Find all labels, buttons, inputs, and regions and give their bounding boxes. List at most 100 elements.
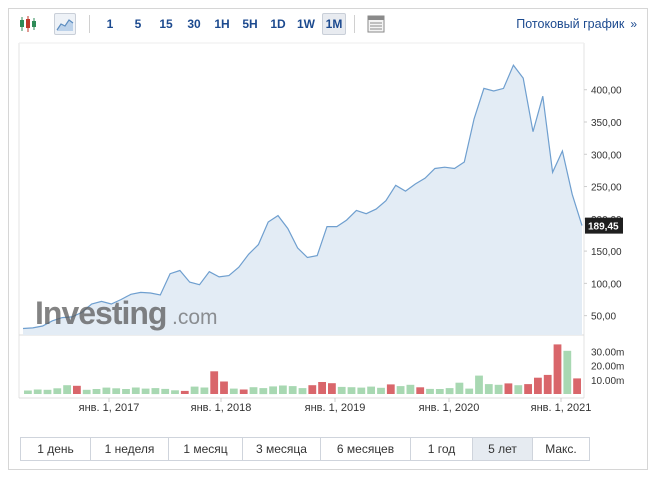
- y-tick-label: 400,00: [591, 86, 622, 97]
- volume-bar: [426, 388, 434, 394]
- range-1-day[interactable]: 1 день: [21, 438, 91, 460]
- interval-1d[interactable]: 1D: [270, 17, 286, 31]
- range-1-year[interactable]: 1 год: [411, 438, 473, 460]
- volume-bar: [357, 387, 366, 394]
- y-tick-label: 150,00: [591, 247, 622, 258]
- interval-1h[interactable]: 1H: [214, 17, 230, 31]
- volume-bar: [563, 350, 572, 394]
- volume-bar: [396, 386, 405, 394]
- volume-bar: [269, 386, 277, 395]
- y-tick-label: 100,00: [591, 279, 622, 290]
- volume-bar: [24, 390, 32, 394]
- price-line: [22, 64, 583, 330]
- last-price-label: 189,45: [588, 222, 619, 233]
- interval-15[interactable]: 15: [159, 17, 173, 31]
- volume-bar: [92, 389, 101, 394]
- volume-bar: [377, 387, 385, 394]
- volume-bar: [239, 389, 248, 394]
- volume-bar: [524, 384, 532, 394]
- volume-bar: [53, 388, 62, 394]
- volume-bar: [328, 383, 336, 394]
- volume-bar: [279, 385, 287, 394]
- interval-1m[interactable]: 1M: [322, 13, 346, 35]
- interval-1w[interactable]: 1W: [297, 17, 315, 31]
- x-tick-label: янв. 1, 2019: [305, 402, 366, 414]
- interval-1[interactable]: 1: [106, 17, 114, 31]
- chart-toolbar: 1 5 15 30 1H 5H 1D 1W 1M Потоковый графи…: [9, 9, 647, 39]
- volume-bar: [543, 374, 552, 394]
- x-tick-label: янв. 1, 2021: [531, 402, 592, 414]
- volume-bar: [455, 382, 464, 394]
- volume-bar: [102, 387, 111, 394]
- investing-logo-watermark: Investing: [35, 295, 166, 331]
- volume-bar: [151, 388, 160, 395]
- volume-bar: [475, 375, 483, 394]
- volume-bar: [161, 388, 170, 394]
- volume-bar: [445, 388, 454, 395]
- double-chevron-right-icon: »: [630, 17, 637, 31]
- volume-bar: [553, 344, 562, 394]
- price-chart[interactable]: 50,00100,00150,00200,00250,00300,00350,0…: [9, 9, 647, 429]
- x-tick-label: янв. 1, 2017: [79, 402, 140, 414]
- volume-bar: [43, 389, 52, 395]
- volume-bar: [367, 386, 375, 394]
- volume-bar: [494, 384, 503, 394]
- volume-bar: [131, 387, 140, 394]
- interval-5[interactable]: 5: [134, 17, 142, 31]
- y-tick-label: 250,00: [591, 183, 622, 194]
- interval-5h[interactable]: 5H: [242, 17, 258, 31]
- volume-bar: [416, 387, 425, 394]
- volume-bar: [514, 385, 523, 394]
- volume-bar: [435, 389, 444, 394]
- volume-tick-label: 20.00m: [591, 362, 624, 373]
- y-tick-label: 300,00: [591, 150, 622, 161]
- volume-bar: [386, 384, 395, 394]
- interval-30[interactable]: 30: [187, 17, 201, 31]
- volume-bar: [141, 388, 150, 394]
- volume-bar: [63, 385, 71, 394]
- volume-bar: [308, 385, 317, 394]
- volume-bar: [573, 378, 581, 394]
- volume-bar: [337, 386, 346, 394]
- area-chart-icon[interactable]: [54, 13, 76, 35]
- volume-bar: [318, 382, 326, 394]
- investing-logo-suffix: .com: [172, 306, 218, 329]
- volume-bar: [200, 387, 209, 394]
- volume-bar: [504, 383, 513, 394]
- volume-bar: [180, 390, 189, 394]
- volume-bar: [33, 389, 42, 394]
- volume-bar: [288, 386, 297, 394]
- volume-bar: [534, 377, 542, 394]
- x-tick-label: янв. 1, 2020: [419, 402, 480, 414]
- stream-chart-label: Потоковый график: [516, 17, 625, 31]
- candlestick-icon[interactable]: [17, 13, 39, 35]
- range-max[interactable]: Макс.: [545, 442, 577, 456]
- volume-bar: [229, 388, 238, 394]
- range-selector: 1 день 1 неделя 1 месяц 3 месяца 6 месяц…: [20, 437, 590, 461]
- last-price-badge: [585, 217, 623, 234]
- volume-bar: [190, 386, 199, 394]
- y-tick-label: 50,00: [591, 312, 616, 323]
- volume-tick-label: 10.00m: [591, 376, 624, 387]
- y-tick-label: 350,00: [591, 118, 622, 129]
- range-1-week[interactable]: 1 неделя: [91, 438, 169, 460]
- table-icon[interactable]: [365, 13, 387, 35]
- volume-bar: [298, 388, 307, 395]
- toolbar-separator: [354, 15, 355, 33]
- range-1-month[interactable]: 1 месяц: [169, 438, 243, 460]
- range-5-years[interactable]: 5 лет: [473, 438, 533, 460]
- volume-tick-label: 30.00m: [591, 348, 624, 359]
- volume-bar: [259, 388, 268, 395]
- volume-bar: [347, 387, 356, 394]
- volume-bar: [210, 371, 219, 394]
- stream-chart-link[interactable]: Потоковый график »: [516, 13, 637, 35]
- volume-bar: [484, 384, 493, 394]
- volume-bar: [112, 388, 121, 394]
- range-3-months[interactable]: 3 месяца: [243, 438, 321, 460]
- volume-bar: [249, 387, 258, 394]
- volume-bar: [171, 390, 179, 394]
- volume-bar: [122, 389, 130, 394]
- range-6-months[interactable]: 6 месяцев: [321, 438, 411, 460]
- volume-bar: [73, 385, 81, 394]
- volume-bar: [220, 381, 228, 394]
